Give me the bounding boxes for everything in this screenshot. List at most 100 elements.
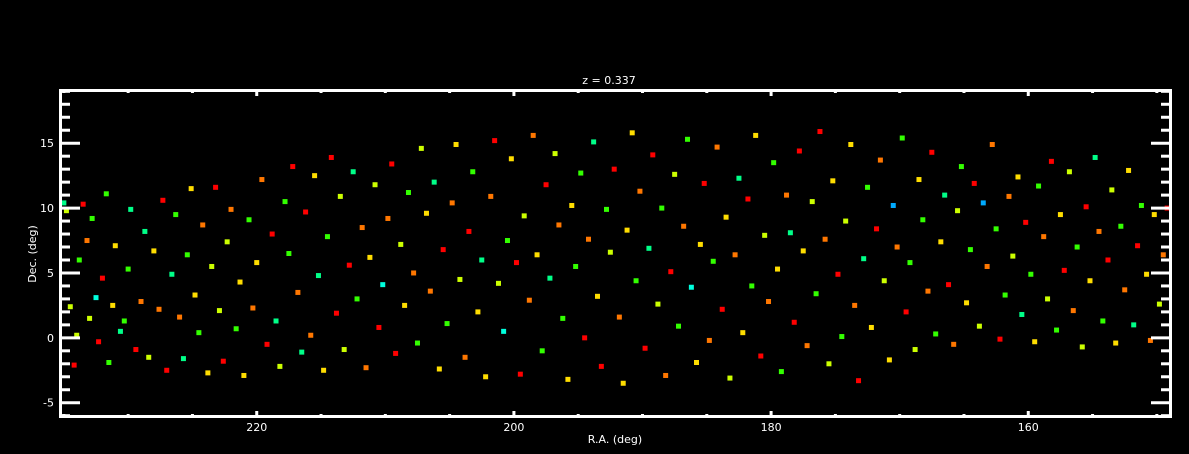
data-point	[264, 341, 270, 347]
data-point	[633, 278, 639, 284]
data-point	[784, 192, 790, 198]
data-point	[958, 164, 964, 170]
y-tick-label: 15	[40, 137, 54, 150]
data-point	[324, 234, 330, 240]
data-point	[1079, 344, 1085, 350]
x-tick-label: 220	[246, 421, 267, 434]
data-point	[1160, 252, 1166, 258]
data-point	[453, 142, 459, 147]
data-point	[241, 372, 247, 378]
data-point	[565, 376, 571, 382]
data-point	[385, 215, 391, 221]
data-point	[246, 217, 252, 223]
data-point	[200, 222, 206, 228]
data-point	[594, 293, 600, 299]
data-point	[517, 371, 523, 377]
data-point	[578, 170, 584, 176]
data-point	[269, 231, 275, 237]
data-point	[655, 301, 661, 307]
data-point	[1135, 243, 1141, 249]
data-point	[513, 260, 519, 266]
data-point	[177, 314, 183, 320]
data-point	[184, 252, 190, 258]
data-point	[87, 315, 93, 321]
data-point	[80, 201, 86, 207]
data-point	[466, 228, 472, 234]
data-point	[591, 139, 597, 145]
data-point	[462, 354, 468, 360]
data-point	[398, 241, 404, 247]
data-point	[209, 263, 215, 269]
data-point	[585, 236, 591, 242]
data-point	[521, 213, 527, 219]
data-point	[321, 367, 327, 373]
data-point	[929, 149, 935, 155]
data-point	[1028, 271, 1034, 277]
data-point	[414, 340, 420, 346]
data-point	[993, 226, 999, 232]
data-point	[616, 314, 622, 320]
data-point	[894, 244, 900, 250]
data-point	[688, 284, 694, 290]
x-tick-label: 160	[1018, 421, 1039, 434]
data-point	[706, 337, 712, 343]
data-point	[106, 360, 112, 365]
data-point	[457, 276, 463, 282]
data-point	[1100, 318, 1106, 324]
data-point	[899, 135, 905, 141]
data-point	[903, 309, 909, 315]
data-point	[874, 226, 880, 232]
data-point	[1002, 292, 1008, 298]
data-point	[813, 291, 819, 297]
data-point	[224, 239, 230, 245]
data-point	[273, 318, 279, 324]
data-point	[303, 209, 309, 215]
y-axis-label: Dec. (deg)	[26, 225, 39, 283]
data-point	[350, 169, 356, 175]
data-point	[63, 208, 69, 214]
data-point	[762, 232, 768, 238]
data-point	[1109, 187, 1115, 193]
data-point	[74, 332, 80, 338]
data-point	[423, 210, 429, 216]
data-point	[560, 315, 566, 321]
data-point	[216, 308, 222, 314]
data-point	[890, 202, 896, 208]
data-point	[942, 192, 948, 198]
data-point	[205, 370, 211, 376]
data-point	[259, 177, 265, 183]
data-point	[685, 136, 691, 142]
data-point	[620, 380, 626, 386]
data-point	[778, 369, 784, 375]
y-tick-label: -5	[43, 397, 54, 410]
data-point	[775, 266, 781, 272]
data-point	[547, 275, 553, 281]
data-point	[663, 372, 669, 378]
data-point	[809, 199, 815, 205]
y-tick-label: 10	[40, 202, 54, 215]
data-point	[142, 228, 148, 234]
data-point	[156, 306, 162, 312]
data-point	[659, 205, 665, 211]
data-point	[938, 239, 944, 245]
data-point	[719, 306, 725, 312]
data-point	[151, 248, 157, 254]
data-point	[277, 363, 283, 369]
data-point	[103, 191, 109, 197]
data-point	[607, 249, 613, 255]
data-point	[573, 263, 579, 269]
data-point	[475, 309, 481, 315]
data-point	[295, 289, 301, 295]
data-point	[1054, 327, 1060, 333]
data-point	[492, 138, 498, 144]
data-point	[315, 273, 321, 279]
data-point	[308, 332, 314, 338]
data-point	[1048, 158, 1054, 164]
data-point	[346, 262, 352, 268]
data-point	[128, 206, 134, 212]
data-point	[920, 217, 926, 223]
data-point	[681, 223, 687, 229]
data-point	[787, 230, 793, 236]
data-point	[250, 305, 256, 311]
data-point	[1045, 296, 1051, 302]
